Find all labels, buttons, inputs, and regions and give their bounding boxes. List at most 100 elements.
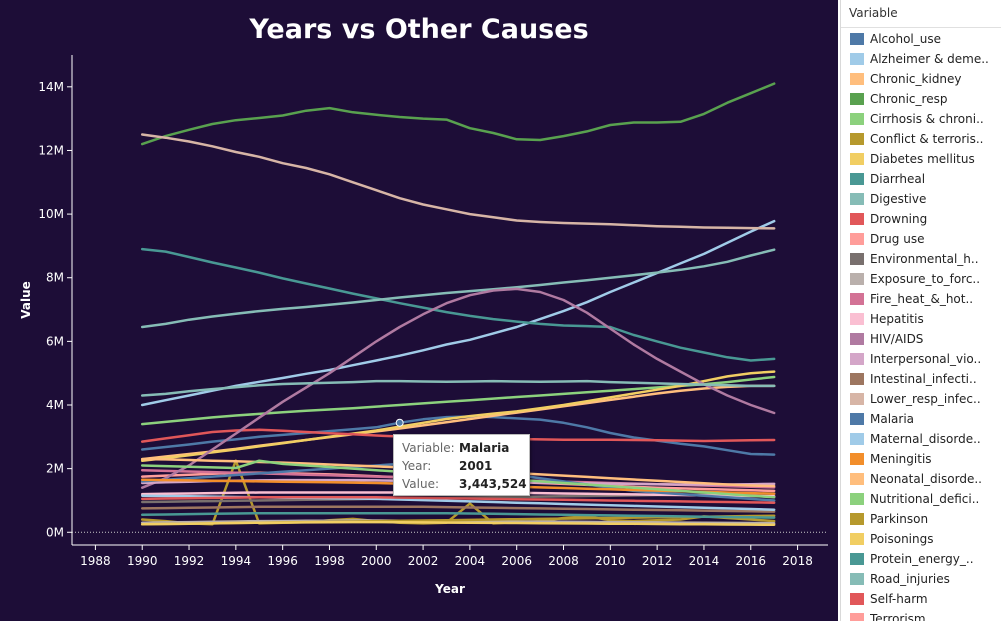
legend-item[interactable]: Hepatitis (841, 309, 1001, 329)
legend-label: Protein_energy_.. (870, 552, 974, 566)
x-tick-label: 2012 (642, 554, 673, 568)
legend-label: Hepatitis (870, 312, 924, 326)
legend-label: Chronic_resp (870, 92, 948, 106)
y-tick-label: 6M (46, 334, 64, 348)
hover-tooltip: Variable: Malaria Year: 2001 Value: 3,44… (393, 434, 530, 496)
legend-swatch (850, 453, 864, 465)
tooltip-variable-value: Malaria (459, 441, 510, 455)
series-line (140, 219, 776, 407)
legend-label: Environmental_h.. (870, 252, 979, 266)
legend-item[interactable]: Malaria (841, 409, 1001, 429)
legend-swatch (850, 573, 864, 585)
tooltip-row-value: Value: 3,443,524 (402, 477, 529, 495)
legend-label: HIV/AIDS (870, 332, 924, 346)
series-line (140, 520, 776, 527)
legend-item[interactable]: Interpersonal_vio.. (841, 349, 1001, 369)
legend-item[interactable]: Protein_energy_.. (841, 549, 1001, 569)
x-axis-label: Year (434, 582, 465, 596)
x-tick-label: 2002 (408, 554, 439, 568)
series-line (140, 505, 776, 513)
legend-swatch (850, 73, 864, 85)
legend-item[interactable]: Poisonings (841, 529, 1001, 549)
legend-swatch (850, 213, 864, 225)
legend-item[interactable]: Lower_resp_infec.. (841, 389, 1001, 409)
y-axis-label: Value (19, 281, 33, 319)
legend-swatch (850, 433, 864, 445)
legend-item[interactable]: Environmental_h.. (841, 249, 1001, 269)
legend-label: Exposure_to_forc.. (870, 272, 981, 286)
legend-label: Malaria (870, 412, 915, 426)
legend-item[interactable]: Alcohol_use (841, 29, 1001, 49)
y-tick-label: 12M (38, 143, 64, 157)
x-tick-label: 2016 (735, 554, 766, 568)
y-tick-label: 2M (46, 462, 64, 476)
legend-item[interactable]: Intestinal_infecti.. (841, 369, 1001, 389)
legend-swatch (850, 393, 864, 405)
x-tick-label: 1988 (80, 554, 111, 568)
legend-item[interactable]: Alzheimer & deme.. (841, 49, 1001, 69)
legend-item[interactable]: Fire_heat_&_hot.. (841, 289, 1001, 309)
legend-label: Self-harm (870, 592, 928, 606)
x-tick-label: 1990 (127, 554, 158, 568)
legend-item[interactable]: Neonatal_disorde.. (841, 469, 1001, 489)
legend-item[interactable]: Chronic_resp (841, 89, 1001, 109)
tooltip-year-key: Year: (402, 459, 432, 473)
legend-item[interactable]: Exposure_to_forc.. (841, 269, 1001, 289)
legend-swatch (850, 233, 864, 245)
legend-item[interactable]: Digestive (841, 189, 1001, 209)
legend-item[interactable]: Chronic_kidney (841, 69, 1001, 89)
legend-swatch (850, 533, 864, 545)
tooltip-row-variable: Variable: Malaria (402, 441, 529, 459)
legend-label: Intestinal_infecti.. (870, 372, 977, 386)
legend-label: Diarrheal (870, 172, 926, 186)
legend-item[interactable]: Cirrhosis & chroni.. (841, 109, 1001, 129)
legend-item[interactable]: Maternal_disorde.. (841, 429, 1001, 449)
legend-label: Drug use (870, 232, 925, 246)
series-line (140, 133, 776, 230)
legend-item[interactable]: Drowning (841, 209, 1001, 229)
tooltip-value-value: 3,443,524 (459, 477, 527, 491)
x-tick-label: 1992 (174, 554, 205, 568)
legend-label: Cirrhosis & chroni.. (870, 112, 984, 126)
line-chart[interactable]: 0M 2M 4M 6M 8M 10M 12M 14M 1988 1990 1992 1994 1996 1… (0, 0, 838, 621)
legend-swatch (850, 193, 864, 205)
legend-swatch (850, 613, 864, 621)
legend-swatch (850, 413, 864, 425)
legend-item[interactable]: Diarrheal (841, 169, 1001, 189)
hover-point (395, 418, 404, 427)
legend-item[interactable]: Terrorism (841, 609, 1001, 621)
chart-title: Years vs Other Causes (249, 14, 589, 45)
legend-item[interactable]: Meningitis (841, 449, 1001, 469)
tooltip-variable-key: Variable: (402, 441, 455, 455)
legend-item[interactable]: Diabetes mellitus (841, 149, 1001, 169)
y-tick-label: 0M (46, 525, 64, 539)
plot-panel: Years vs Other Causes 0M 2M 4M 6M 8M 10M 12M 14… (0, 0, 838, 621)
tooltip-row-year: Year: 2001 (402, 459, 529, 477)
legend-item[interactable]: HIV/AIDS (841, 329, 1001, 349)
legend-label: Lower_resp_infec.. (870, 392, 981, 406)
legend-label: Chronic_kidney (870, 72, 962, 86)
series-line (140, 511, 776, 519)
x-tick-label: 1998 (314, 554, 345, 568)
legend-label: Alcohol_use (870, 32, 942, 46)
x-tick-label: 2018 (782, 554, 813, 568)
legend-panel: Variable Alcohol_use Alzheimer & deme.. Ch… (840, 0, 1001, 621)
legend-label: Terrorism (870, 612, 926, 621)
legend-item[interactable]: Conflict & terroris.. (841, 129, 1001, 149)
x-tick-label: 1996 (267, 554, 298, 568)
legend-item[interactable]: Drug use (841, 229, 1001, 249)
legend-item[interactable]: Road_injuries (841, 569, 1001, 589)
series-line (140, 370, 776, 462)
legend-label: Parkinson (870, 512, 929, 526)
legend-label: Alzheimer & deme.. (870, 52, 989, 66)
legend-swatch (850, 33, 864, 45)
legend-item[interactable]: Parkinson (841, 509, 1001, 529)
series-line (140, 496, 776, 504)
legend-item[interactable]: Nutritional_defici.. (841, 489, 1001, 509)
legend-label: Digestive (870, 192, 927, 206)
legend-swatch (850, 493, 864, 505)
legend-item[interactable]: Self-harm (841, 589, 1001, 609)
legend-list[interactable]: Alcohol_use Alzheimer & deme.. Chronic_kid… (841, 29, 1001, 621)
legend-swatch (850, 473, 864, 485)
y-tick-label: 14M (38, 80, 64, 94)
